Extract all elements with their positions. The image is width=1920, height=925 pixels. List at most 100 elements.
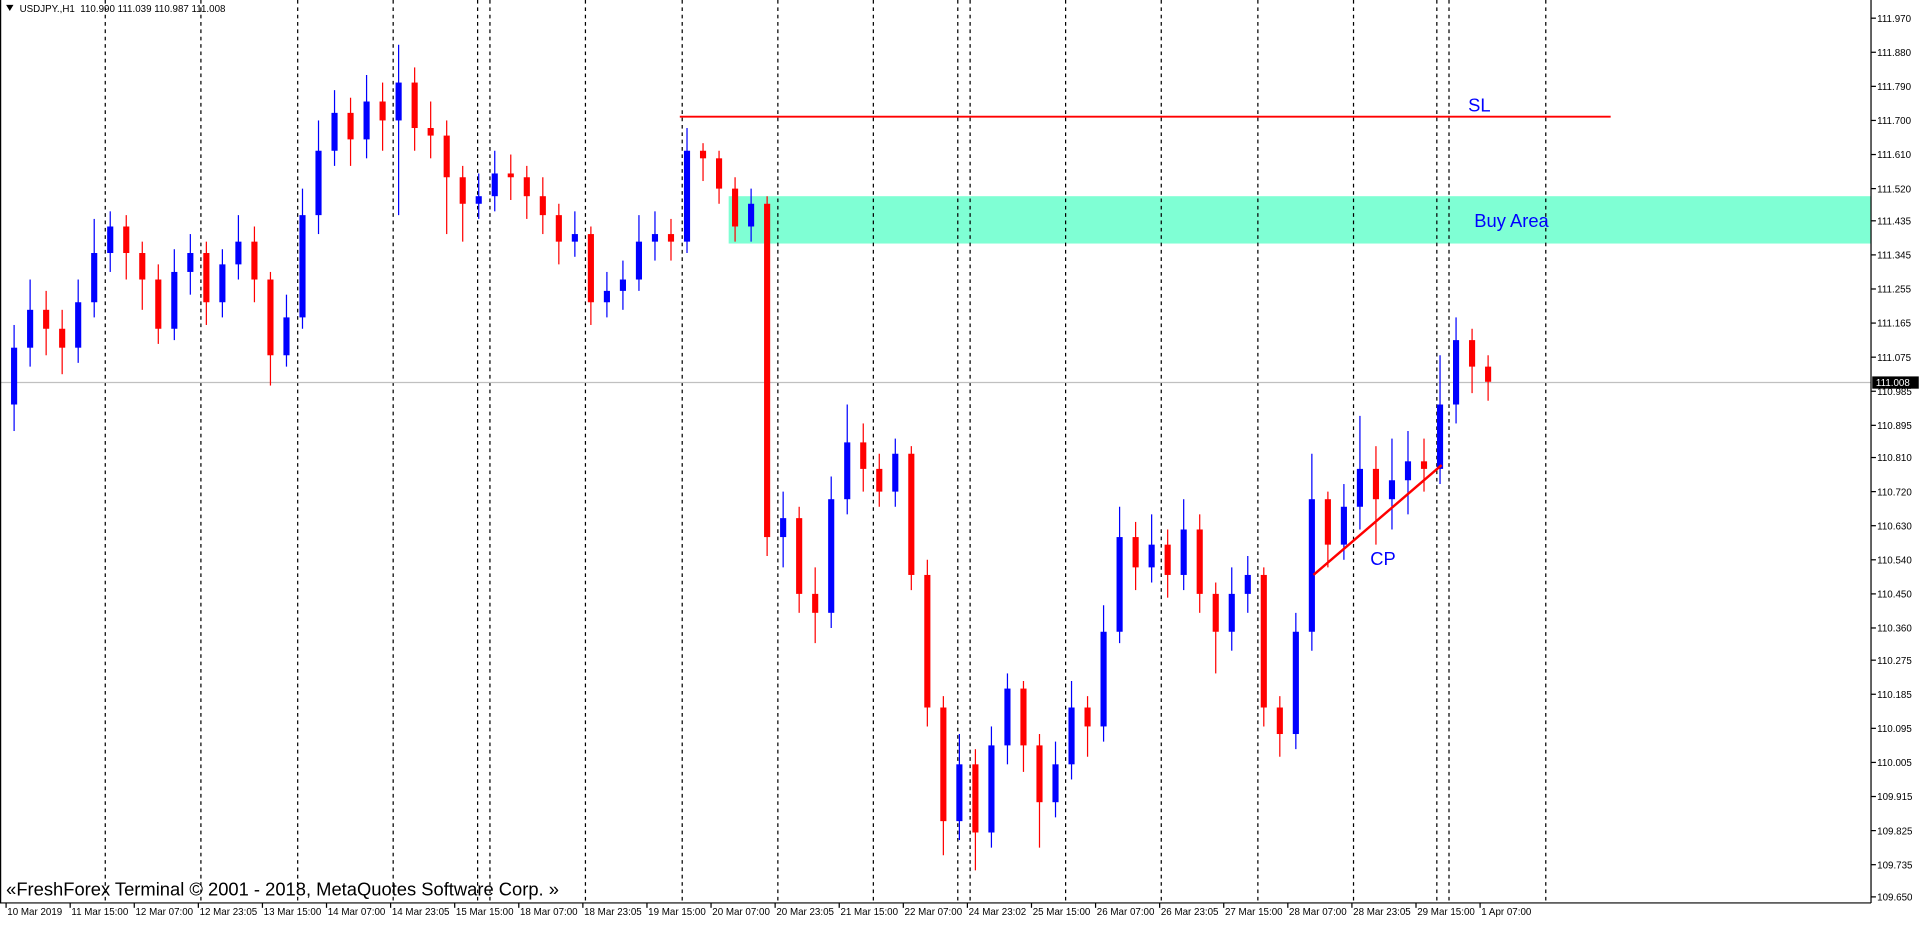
candle-body [555, 215, 562, 242]
candle-body [219, 264, 226, 303]
candle-body [1004, 688, 1011, 746]
candle-body [475, 196, 482, 204]
y-tick-label: 111.520 [1877, 184, 1911, 195]
candle-body [1164, 544, 1171, 575]
candle-body [924, 574, 931, 708]
candle-body [1404, 461, 1412, 481]
y-tick-label: 111.970 [1877, 14, 1911, 25]
candle-body [427, 128, 434, 136]
x-tick-label: 20 Mar 07:00 [712, 907, 770, 918]
candle-body [1388, 480, 1396, 500]
candle-body [347, 112, 354, 140]
candle-body [139, 253, 146, 280]
y-tick-label: 110.985 [1877, 387, 1912, 398]
candle-body [331, 112, 338, 151]
candle-body [571, 234, 578, 242]
candle-body [1276, 707, 1283, 735]
candle-body [667, 234, 675, 242]
candle-body [1036, 745, 1043, 803]
candle-body [1132, 537, 1139, 568]
x-tick-label: 29 Mar 15:00 [1417, 907, 1475, 918]
candle-body [91, 253, 98, 303]
y-tick-label: 110.185 [1877, 690, 1912, 701]
y-tick-label: 109.735 [1877, 860, 1913, 871]
candle-body [651, 234, 659, 242]
candle-body [1244, 574, 1251, 594]
current-price-tag [1872, 376, 1919, 389]
candle-body [1308, 499, 1315, 632]
x-tick-label: 18 Mar 23:05 [584, 907, 642, 918]
x-tick-label: 26 Mar 23:05 [1161, 907, 1219, 918]
candle-body [251, 241, 258, 280]
candle-body [107, 226, 114, 254]
y-tick-label: 111.610 [1877, 150, 1911, 161]
candle-body [764, 203, 771, 538]
y-tick-label: 111.435 [1877, 216, 1911, 227]
candle-body [635, 241, 643, 280]
candle-body [1452, 340, 1460, 405]
x-tick-label: 11 Mar 15:00 [71, 907, 128, 918]
x-tick-label: 14 Mar 07:00 [328, 907, 386, 918]
y-tick-label: 110.540 [1877, 555, 1912, 566]
y-tick-label: 110.360 [1877, 624, 1912, 635]
x-tick-label: 20 Mar 23:05 [776, 907, 834, 918]
candle-body [59, 328, 66, 348]
candle-body [796, 518, 803, 594]
x-tick-label: 26 Mar 07:00 [1097, 907, 1155, 918]
candle-body [988, 745, 995, 833]
candle-body [1420, 461, 1428, 469]
x-tick-label: 27 Mar 15:00 [1225, 907, 1283, 918]
candle-body [27, 309, 34, 348]
candle-body [267, 279, 274, 356]
candle-body [123, 226, 130, 254]
candle-body [940, 707, 947, 822]
candle-body [780, 518, 787, 538]
candle-body [1485, 366, 1492, 382]
candle-body [1212, 593, 1219, 632]
x-tick-label: 14 Mar 23:05 [392, 907, 450, 918]
candle-body [860, 442, 867, 469]
candle-body [155, 279, 162, 329]
y-tick-label: 109.915 [1877, 792, 1913, 803]
candle-body [523, 177, 530, 197]
candle-body [11, 347, 18, 405]
candle-body [283, 317, 290, 356]
x-tick-label: 12 Mar 07:00 [135, 907, 193, 918]
current-price-label: 111.008 [1876, 378, 1910, 389]
candle-body [715, 158, 723, 189]
candle-body [235, 241, 242, 265]
candle-body [1020, 688, 1027, 746]
candle-body [539, 196, 546, 216]
candle-body [171, 271, 178, 329]
y-tick-label: 111.700 [1877, 116, 1911, 127]
candle-body [699, 150, 707, 159]
x-tick-label: 13 Mar 15:00 [264, 907, 322, 918]
candle-body [603, 290, 610, 303]
x-tick-label: 28 Mar 07:00 [1289, 907, 1347, 918]
x-tick-label: 21 Mar 15:00 [840, 907, 898, 918]
candle-body [491, 173, 498, 197]
buy-area-label: Buy Area [1474, 210, 1549, 231]
chart-title: USDJPY.,H1 110.990 111.039 110.987 111.0… [20, 4, 226, 15]
candle-body [1356, 468, 1363, 507]
x-tick-label: 10 Mar 2019 [7, 907, 62, 918]
candle-body [1436, 404, 1444, 469]
watermark: «FreshForex Terminal © 2001 - 2018, Meta… [6, 879, 559, 900]
candle-body [187, 253, 194, 272]
candle-body [876, 468, 883, 492]
candle-body [363, 101, 370, 140]
y-tick-label: 110.720 [1877, 487, 1912, 498]
y-tick-label: 109.650 [1877, 893, 1913, 904]
candle-body [908, 453, 915, 575]
sl-label: SL [1468, 95, 1490, 116]
x-tick-label: 19 Mar 15:00 [648, 907, 706, 918]
candle-body [1469, 340, 1476, 367]
x-tick-label: 24 Mar 23:02 [969, 907, 1027, 918]
x-tick-label: 15 Mar 15:00 [456, 907, 514, 918]
x-tick-label: 12 Mar 23:05 [200, 907, 258, 918]
x-tick-label: 22 Mar 07:00 [905, 907, 963, 918]
y-tick-label: 110.810 [1877, 453, 1912, 464]
candle-body [1324, 499, 1331, 545]
candle-body [1340, 506, 1347, 545]
buy-area [728, 196, 1872, 244]
